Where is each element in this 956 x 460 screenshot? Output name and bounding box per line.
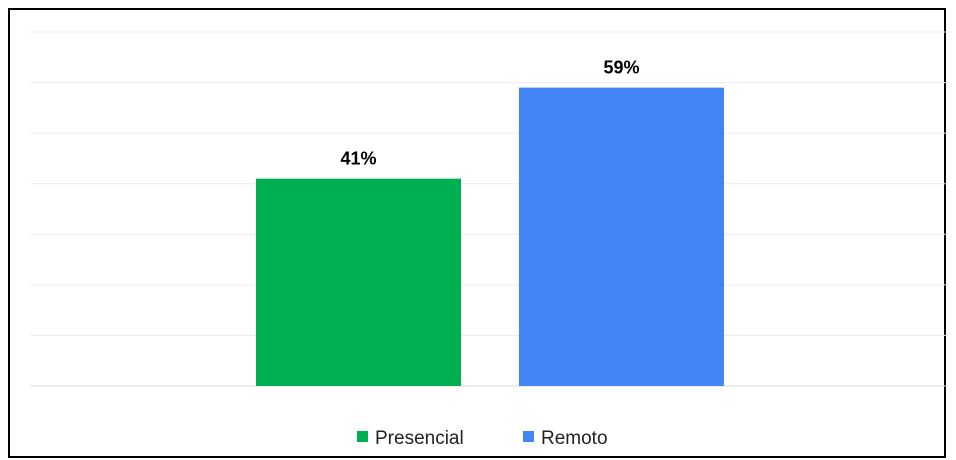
legend-label-presencial: Presencial <box>375 428 464 449</box>
legend: Presencial Remoto <box>357 428 608 449</box>
legend-label-remoto: Remoto <box>541 428 608 449</box>
bars <box>256 87 724 386</box>
legend-swatch-remoto <box>523 431 534 442</box>
bar-presencial <box>256 178 461 386</box>
value-labels: 41% 59% <box>340 58 639 169</box>
data-label-presencial: 41% <box>340 149 376 169</box>
bar-remoto <box>519 87 724 386</box>
legend-swatch-presencial <box>357 431 368 442</box>
gridlines <box>30 31 948 387</box>
data-label-remoto: 59% <box>603 58 639 78</box>
